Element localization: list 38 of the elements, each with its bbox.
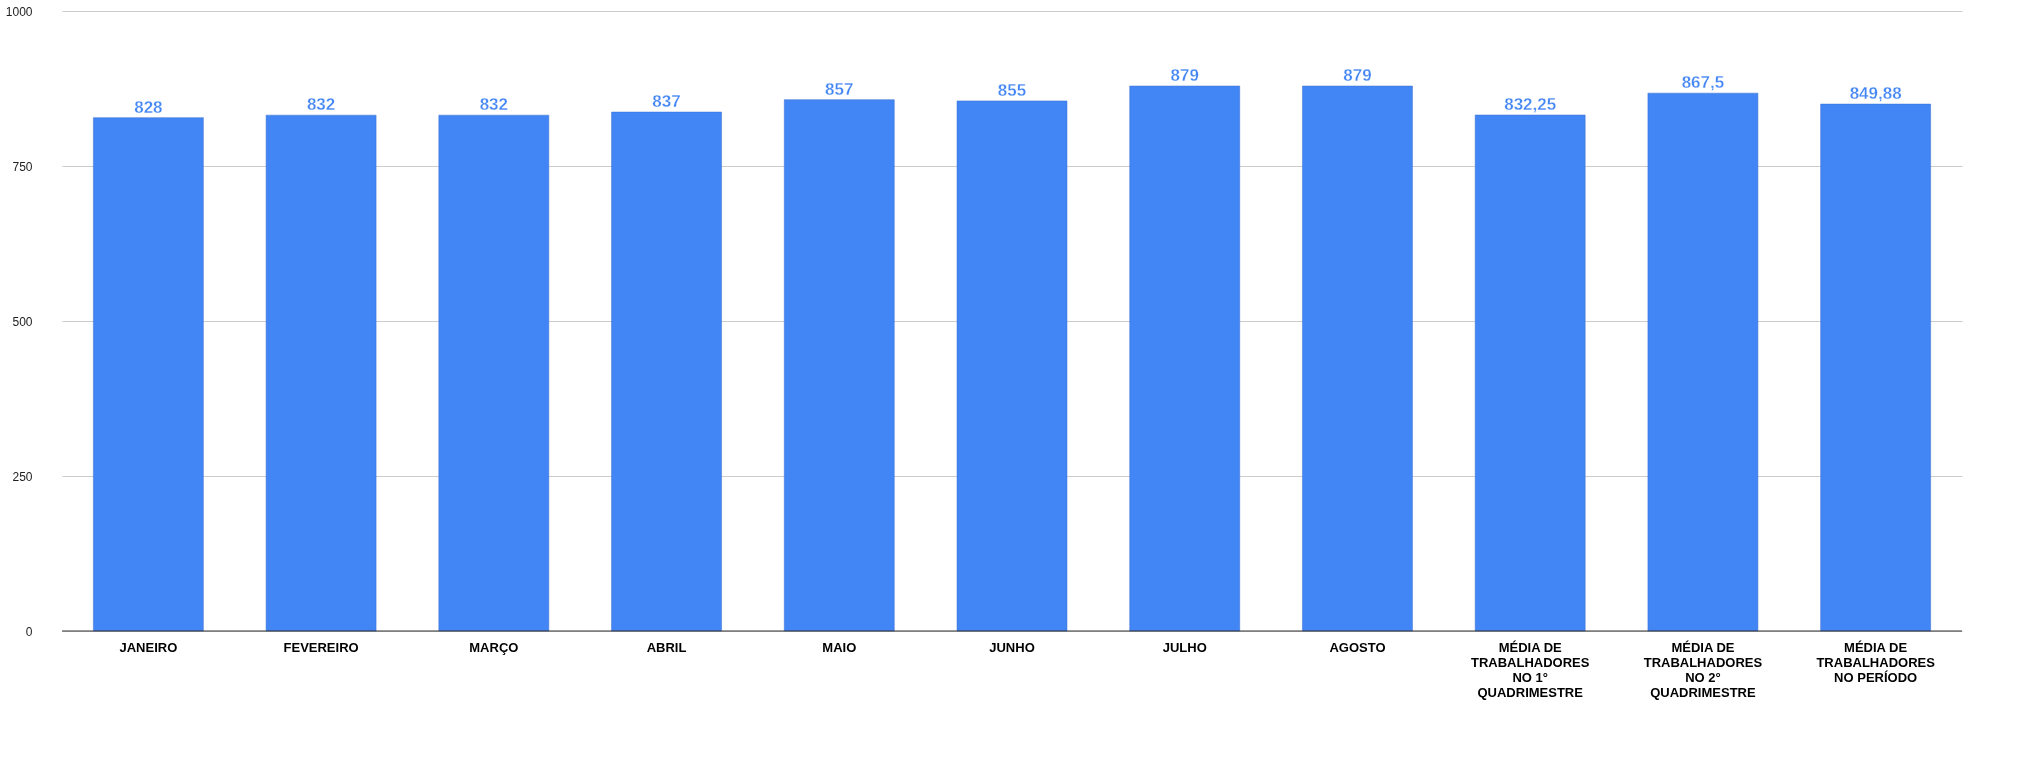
bar [956,100,1068,632]
y-tick-label: 750 [12,159,33,174]
data-label: 849,88 [1849,84,1902,104]
y-tick-label: 1000 [5,4,33,19]
data-label: 828 [134,97,163,117]
data-label: 837 [652,92,681,112]
y-tick-label: 0 [25,624,33,639]
bar [1302,85,1413,632]
x-tick-label: AGOSTO [1329,639,1386,655]
x-tick-label: JANEIRO [119,639,178,655]
y-tick-label: 500 [12,314,33,329]
x-tick-label: ABRIL [646,639,687,655]
bar [93,117,204,632]
x-tick-label: MÉDIA DE TRABALHADORES NO 1° QUADRIMESTRE [1470,639,1590,700]
x-tick-label: MAIO [822,639,857,655]
bar [265,114,377,632]
data-label: 879 [1170,66,1199,86]
x-tick-label: MÉDIA DE TRABALHADORES NO 2° QUADRIMESTRE [1643,639,1763,700]
x-tick-label: JULHO [1162,639,1207,655]
bar [1474,114,1586,632]
x-tick-label: MARÇO [469,639,519,655]
y-tick-label: 250 [12,469,33,484]
data-label: 832 [306,95,336,115]
bar [1820,103,1931,632]
bar [1647,92,1759,632]
bar [611,111,722,632]
x-tick-label: JUNHO [989,639,1035,655]
data-label: 832 [479,95,509,115]
bar [784,99,895,632]
data-label: 832,25 [1504,95,1557,114]
x-tick-label: FEVEREIRO [283,639,359,655]
data-label: 879 [1343,66,1372,86]
data-label: 857 [825,79,854,99]
bar [438,114,550,632]
x-tick-label: MÉDIA DE TRABALHADORES NO PERÍODO [1816,639,1936,685]
bar [1129,85,1240,632]
data-label: 867,5 [1681,73,1725,93]
data-label: 855 [997,80,1027,100]
